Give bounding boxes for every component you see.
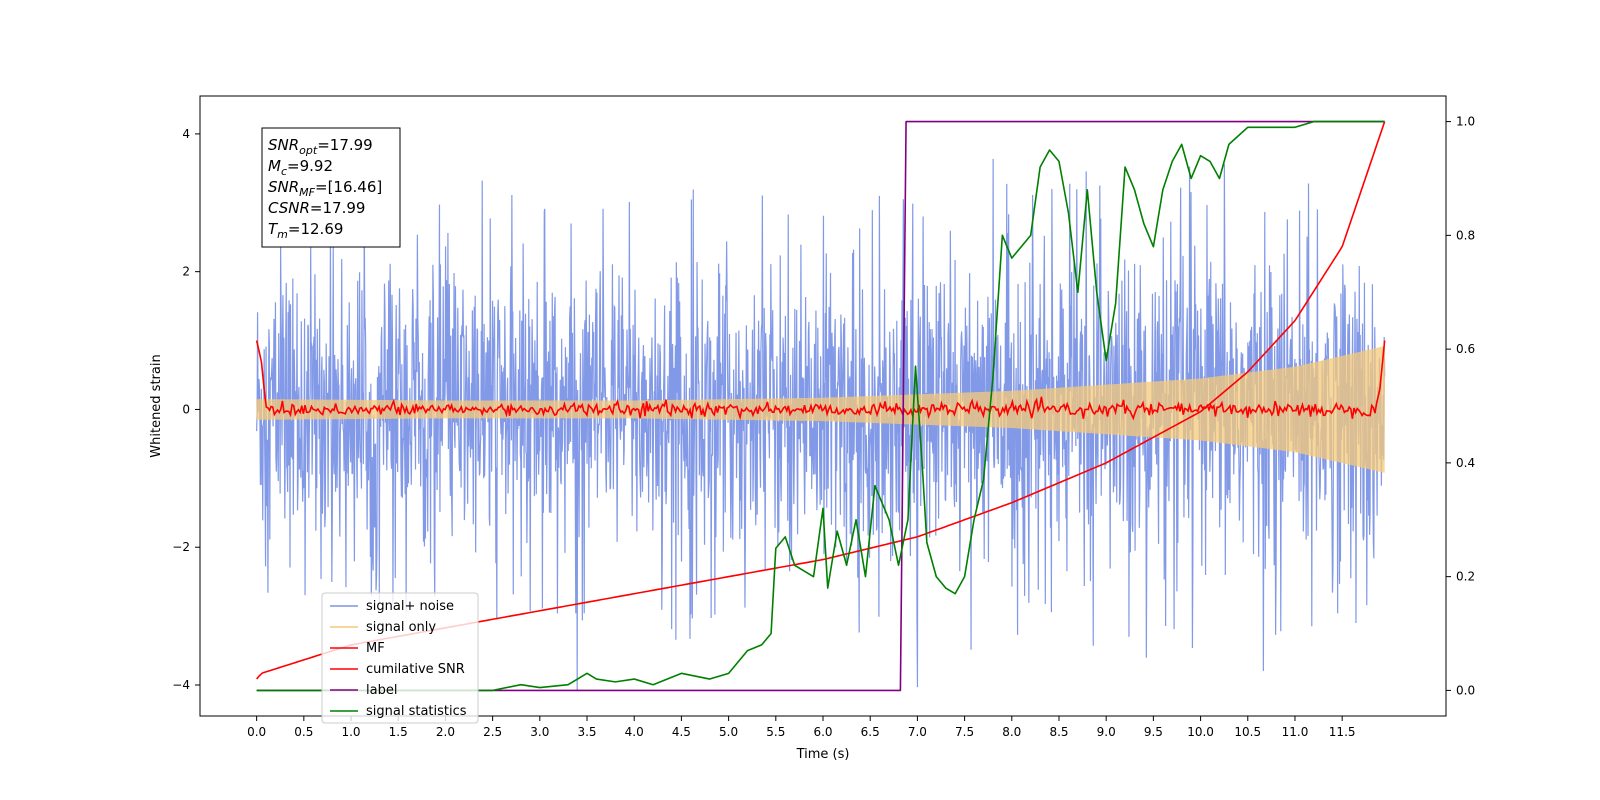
x-tick-label: 10.5 <box>1234 725 1261 739</box>
annotation-line: SNRopt=17.99 <box>268 136 373 157</box>
x-tick-label: 0.5 <box>294 725 313 739</box>
y-left-tick-label: 2 <box>182 265 190 279</box>
y-left-tick-label: −2 <box>172 540 190 554</box>
y-right-tick-label: 0.2 <box>1456 570 1475 584</box>
annotation-line: SNRMF=[16.46] <box>268 178 382 199</box>
x-tick-label: 5.5 <box>766 725 785 739</box>
x-tick-label: 2.0 <box>436 725 455 739</box>
series-signal-only <box>256 346 1386 473</box>
x-tick-label: 8.0 <box>1002 725 1021 739</box>
series-signal-statistics <box>256 120 1385 692</box>
x-tick-label: 9.0 <box>1097 725 1116 739</box>
legend-label: label <box>366 683 397 698</box>
x-axis: 0.0 0.5 1.0 1.5 2.0 2.5 3.0 3.5 4.0 4.5 5.0 5.5 6.0 6… <box>247 716 1356 739</box>
x-tick-label: 9.5 <box>1144 725 1163 739</box>
y-right-tick-label: 0.4 <box>1456 456 1475 470</box>
y-axis-label: Whitened strain <box>149 354 164 457</box>
x-tick-label: 4.0 <box>625 725 644 739</box>
legend: signal+ noise signal only MF cumilative SNR… <box>321 592 479 724</box>
legend-label: signal+ noise <box>366 599 454 614</box>
annotation-line: Tm=12.69 <box>268 220 343 241</box>
x-tick-label: 6.0 <box>813 725 832 739</box>
x-tick-label: 4.5 <box>672 725 691 739</box>
series-label <box>256 120 1385 692</box>
legend-label: signal only <box>366 620 436 635</box>
x-tick-label: 11.5 <box>1329 725 1356 739</box>
y-left-tick-label: −4 <box>172 678 190 692</box>
series-mf <box>255 340 1386 421</box>
x-tick-label: 11.0 <box>1282 725 1309 739</box>
x-tick-label: 0.0 <box>247 725 266 739</box>
x-tick-label: 1.5 <box>389 725 408 739</box>
legend-label: cumilative SNR <box>366 662 465 677</box>
y-left-tick-label: 4 <box>182 127 190 141</box>
stats-annotation-box: SNRopt=17.99Mc=9.92SNRMF=[16.46]CSNR=17.… <box>261 127 401 248</box>
x-tick-label: 8.5 <box>1049 725 1068 739</box>
legend-label: signal statistics <box>366 704 467 719</box>
x-tick-label: 1.0 <box>341 725 360 739</box>
x-tick-label: 7.5 <box>955 725 974 739</box>
x-tick-label: 3.0 <box>530 725 549 739</box>
y-right-tick-label: 0.8 <box>1456 228 1475 242</box>
x-tick-label: 7.0 <box>908 725 927 739</box>
y-right-tick-label: 1.0 <box>1456 115 1475 129</box>
y-right-tick-label: 0.0 <box>1456 683 1475 697</box>
y-axis-left: −4 −2 0 2 4 <box>172 127 200 692</box>
y-left-tick-label: 0 <box>182 402 190 416</box>
x-axis-label: Time (s) <box>796 747 850 762</box>
annotation-line: CSNR=17.99 <box>268 199 365 217</box>
x-tick-label: 6.5 <box>861 725 880 739</box>
y-axis-right: 0.0 0.2 0.4 0.6 0.8 1.0 <box>1446 115 1475 697</box>
x-tick-label: 10.0 <box>1187 725 1214 739</box>
x-tick-label: 3.5 <box>577 725 596 739</box>
y-right-tick-label: 0.6 <box>1456 342 1475 356</box>
x-tick-label: 2.5 <box>483 725 502 739</box>
x-tick-label: 5.0 <box>719 725 738 739</box>
legend-label: MF <box>366 641 385 656</box>
annotation-line: Mc=9.92 <box>268 157 333 178</box>
